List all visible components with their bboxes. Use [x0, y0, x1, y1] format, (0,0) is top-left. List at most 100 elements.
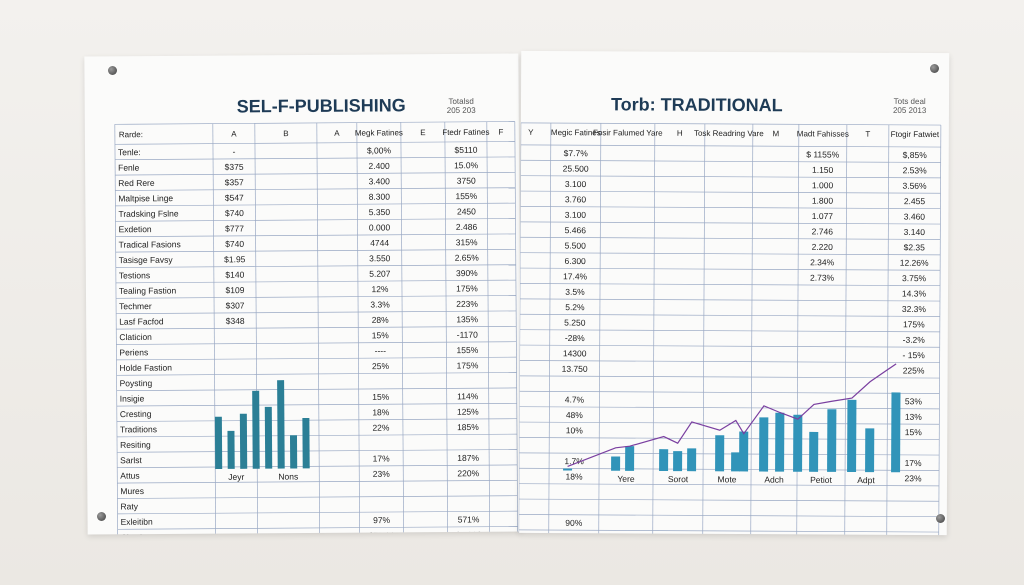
row-value-ftedr: 2450 [457, 206, 476, 216]
grid-line [519, 467, 940, 471]
row-value-megic: 3.760 [565, 194, 587, 204]
grid-line [115, 171, 516, 176]
grid-line [519, 452, 940, 456]
chart-bar [252, 390, 260, 469]
grid-line [519, 298, 940, 302]
row-value-megk: ---- [375, 346, 387, 356]
chart-bar [891, 392, 901, 473]
chart-bar [847, 399, 857, 473]
grid-line [520, 175, 941, 179]
row-value-ftogir: 3.140 [904, 227, 926, 237]
row-value-megk: 3.3% [370, 299, 390, 309]
row-label: Fenle [118, 163, 140, 173]
chart-x-label: Nons [278, 471, 298, 481]
row-value-ftogir: 23% [904, 473, 922, 483]
row-value-ftogir: 53% [905, 396, 923, 406]
grid-line [520, 144, 941, 148]
row-label: Maltpise Linge [118, 193, 173, 203]
row-label: Testions [119, 270, 150, 280]
row-value-ftedr: 2.486 [456, 222, 478, 232]
row-label: Red Rere [118, 178, 155, 188]
grid-line [520, 252, 941, 256]
grid-line [116, 402, 517, 407]
row-value-a: $1.95 [224, 254, 246, 264]
row-label: Clestion [121, 532, 152, 534]
grid-line [400, 122, 405, 535]
row-value-megic: 1.7% [564, 456, 584, 466]
grid-line [520, 159, 941, 163]
column-header: Ftogir Fatwiet [891, 130, 940, 139]
grid-line [116, 356, 517, 361]
row-value-ftogir: 15% [905, 427, 923, 437]
pin-icon [936, 514, 945, 523]
grid-line [116, 387, 517, 392]
row-label: Insigie [120, 394, 145, 404]
grid-line [750, 124, 754, 536]
chart-x-label: Sorot [668, 474, 689, 484]
row-value-megic: 25.500 [563, 164, 589, 174]
grid-line [117, 495, 518, 499]
pin-icon [97, 512, 106, 521]
row-value-madt: 2.746 [812, 226, 834, 236]
row-value-ftogir: 3.56% [902, 181, 927, 191]
row-value-madt: 2.34% [810, 257, 835, 267]
column-header: T [865, 130, 870, 139]
row-value-madt: 1.000 [812, 180, 834, 190]
column-header: Fosir Falumed Yare [593, 128, 663, 137]
row-value-ftedr: 390% [456, 268, 478, 278]
row-value-megk: $75,00 [369, 530, 395, 534]
row-value-ftedr: 315% [456, 237, 478, 247]
grid-line [520, 206, 941, 210]
row-value-megic: 3.100 [565, 210, 587, 220]
row-value-ftogir: 2.455 [904, 196, 926, 206]
chart-bar [239, 413, 248, 469]
row-value-megic: 5.250 [564, 318, 586, 328]
row-value-ftedr: $5110 [454, 145, 477, 155]
row-label: Sarlst [120, 455, 142, 465]
column-header: Megic Fatines [551, 128, 601, 137]
row-value-megk: 28% [372, 315, 390, 325]
grid-line [844, 124, 848, 536]
grid-line [117, 526, 518, 530]
chart-x-label: Mote [718, 474, 737, 484]
grid-line [548, 123, 552, 536]
row-value-a: $348 [226, 316, 245, 326]
grid-line [518, 529, 939, 533]
grid-line [444, 122, 449, 535]
row-value-ftedr: 571% [458, 514, 480, 524]
row-label: Attus [120, 471, 139, 481]
row-value-megic: 90% [565, 518, 583, 528]
chart-trend-line [567, 363, 897, 467]
row-label: Tradical Fasions [119, 239, 181, 249]
column-header: Rarde: [119, 130, 143, 139]
grid-line [519, 313, 940, 317]
row-label: Poysting [120, 378, 153, 388]
grid-line [519, 360, 940, 364]
chart-bar [214, 416, 223, 470]
row-value-megk: 2.400 [368, 161, 390, 171]
row-value-megic: 17.4% [563, 271, 588, 281]
row-value-madt: 1.800 [812, 196, 834, 206]
row-value-ftogir: 175% [903, 319, 925, 329]
chart-bar [611, 456, 621, 471]
row-value-megic: 4.7% [565, 395, 585, 405]
column-header: F [498, 128, 503, 137]
grid-line [519, 390, 940, 394]
row-value-ftogir: - 15% [903, 350, 926, 360]
row-value-megk: 4744 [370, 238, 389, 248]
self-publishing-sheet: SEL-F-PUBLISHING Totalsd 205 203 Rarde: A… [84, 53, 522, 535]
row-value-madt: 1.150 [812, 165, 834, 175]
row-value-a: $777 [225, 223, 244, 233]
grid-line [115, 248, 516, 253]
chart-bar [264, 406, 273, 469]
row-value-madt: 2.220 [812, 242, 834, 252]
row-value-a: $740 [225, 239, 244, 249]
row-value-megk: 15% [372, 330, 390, 340]
chart-bar [302, 418, 310, 469]
row-value-a: $740 [225, 208, 244, 218]
column-header: Megk Fatines [355, 128, 403, 137]
row-value-ftogir: $,85% [903, 150, 928, 160]
column-header: Madt Fahisses [797, 129, 849, 138]
row-value-a: $357 [225, 177, 244, 187]
